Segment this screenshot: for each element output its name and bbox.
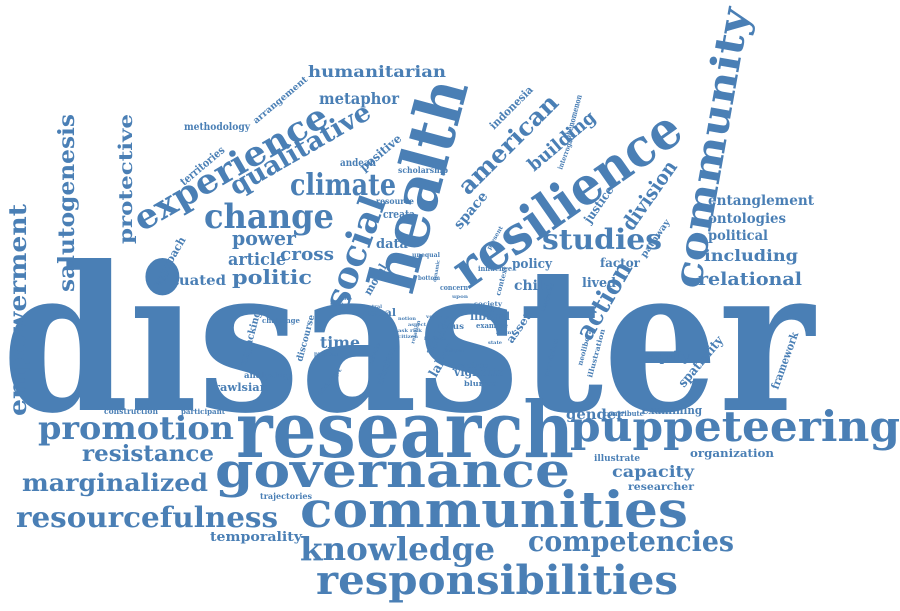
word-communities: communities xyxy=(300,480,688,539)
word-methodology: methodology xyxy=(184,122,251,133)
word-political: political xyxy=(708,228,768,244)
word-responsibilities: responsibilities xyxy=(316,557,678,604)
word-examining: examining xyxy=(642,404,702,417)
word-example: example xyxy=(476,321,509,330)
word-scholarship: scholarship xyxy=(398,165,448,175)
word-relational: relational xyxy=(698,269,802,290)
word-chile: chile xyxy=(514,278,552,294)
word-liberal: liberal xyxy=(470,310,510,323)
word-trajectories: trajectories xyxy=(260,491,312,501)
word-agency: agency xyxy=(454,306,475,312)
word-climate: climate xyxy=(290,168,396,203)
word-metaphor: metaphor xyxy=(319,89,400,108)
word-factor: factor xyxy=(600,256,641,270)
word-bottom: bottom xyxy=(418,275,441,282)
word-entanglement: entanglement xyxy=(708,193,815,209)
word-voice: voice xyxy=(425,314,442,320)
word-citizen: citizen xyxy=(398,334,418,340)
word-risk: risk xyxy=(410,328,423,334)
word-unequal: unequal xyxy=(412,252,441,259)
word-rawlsian: rawlsian xyxy=(214,381,268,394)
word-nepal: nepal xyxy=(362,308,396,319)
word-disaster: disaster xyxy=(2,223,816,458)
word-power: power xyxy=(232,226,296,250)
word-propose: propose xyxy=(314,351,338,358)
word-temporality: temporality xyxy=(210,530,302,545)
word-empowerment: empowerment xyxy=(3,204,32,416)
word-aspect: aspect xyxy=(408,322,427,328)
word-organization: organization xyxy=(690,447,774,460)
word-agent: agent xyxy=(496,330,515,336)
word-studies: studies xyxy=(542,223,662,256)
word-politic: politic xyxy=(232,265,312,289)
word-ontologies: ontologies xyxy=(708,211,786,227)
word-data: data xyxy=(376,237,409,252)
word-illustrate: illustrate xyxy=(594,454,640,464)
word-concern: concern xyxy=(440,283,468,292)
word-construction: construction xyxy=(104,406,158,416)
word-policy: policy xyxy=(512,257,552,272)
word-participant: participant xyxy=(181,407,226,416)
word-equity: equity xyxy=(648,349,691,365)
word-andean: andean xyxy=(340,158,377,169)
word-resourcefulness: resourcefulness xyxy=(16,501,278,534)
word-researcher: researcher xyxy=(628,482,695,493)
word-promotion: promotion xyxy=(38,409,234,447)
word-gender: gender xyxy=(566,407,625,423)
word-change: change xyxy=(204,197,334,237)
word-situated: situated xyxy=(158,273,226,289)
word-ask: ask xyxy=(398,328,409,334)
word-imagine: imagine xyxy=(444,348,464,354)
word-focus: focus xyxy=(438,321,465,331)
word-state: state xyxy=(488,340,502,346)
word-salutogenesis: salutogenesis xyxy=(54,114,80,292)
word-marginalized: marginalized xyxy=(22,468,208,497)
word-humanitarian: humanitarian xyxy=(308,62,446,81)
word-lived: lived xyxy=(582,276,616,291)
word-knowledge: knowledge xyxy=(300,530,495,568)
word-analyzing: analyzing xyxy=(244,370,290,380)
word-practice: practice xyxy=(452,360,488,370)
word-first: first xyxy=(330,302,345,308)
word-attention: blurred xyxy=(464,379,498,388)
word-central: central xyxy=(362,304,382,310)
word-contribute: contribute xyxy=(604,409,645,418)
word-article: article xyxy=(228,250,286,270)
word-field: field xyxy=(480,308,495,314)
word-upon: upon xyxy=(452,294,468,300)
word-influence: influence xyxy=(478,264,513,273)
word-protective: protective xyxy=(115,114,137,244)
word-resource: resource xyxy=(376,196,414,206)
word-puppeteering: puppeteering xyxy=(570,402,900,451)
word-vignette: vignette xyxy=(453,365,504,379)
word-creata: creata xyxy=(383,208,415,221)
word-resistance: resistance xyxy=(82,441,214,467)
word-competencies: competencies xyxy=(528,525,734,558)
word-governance: governance xyxy=(215,443,570,499)
word-challenge: challenge xyxy=(262,316,301,325)
word-including: including xyxy=(704,246,798,265)
word-research: research xyxy=(236,385,574,476)
word-cross: cross xyxy=(280,244,334,265)
word-indicate: indicate xyxy=(424,336,446,342)
word-role: role xyxy=(340,296,352,302)
word-dynamic: dynamic xyxy=(432,260,442,283)
word-society: society xyxy=(474,301,503,308)
word-notion: notion xyxy=(398,316,416,322)
word-capacity: capacity xyxy=(612,462,695,481)
word-time: time xyxy=(320,333,360,352)
